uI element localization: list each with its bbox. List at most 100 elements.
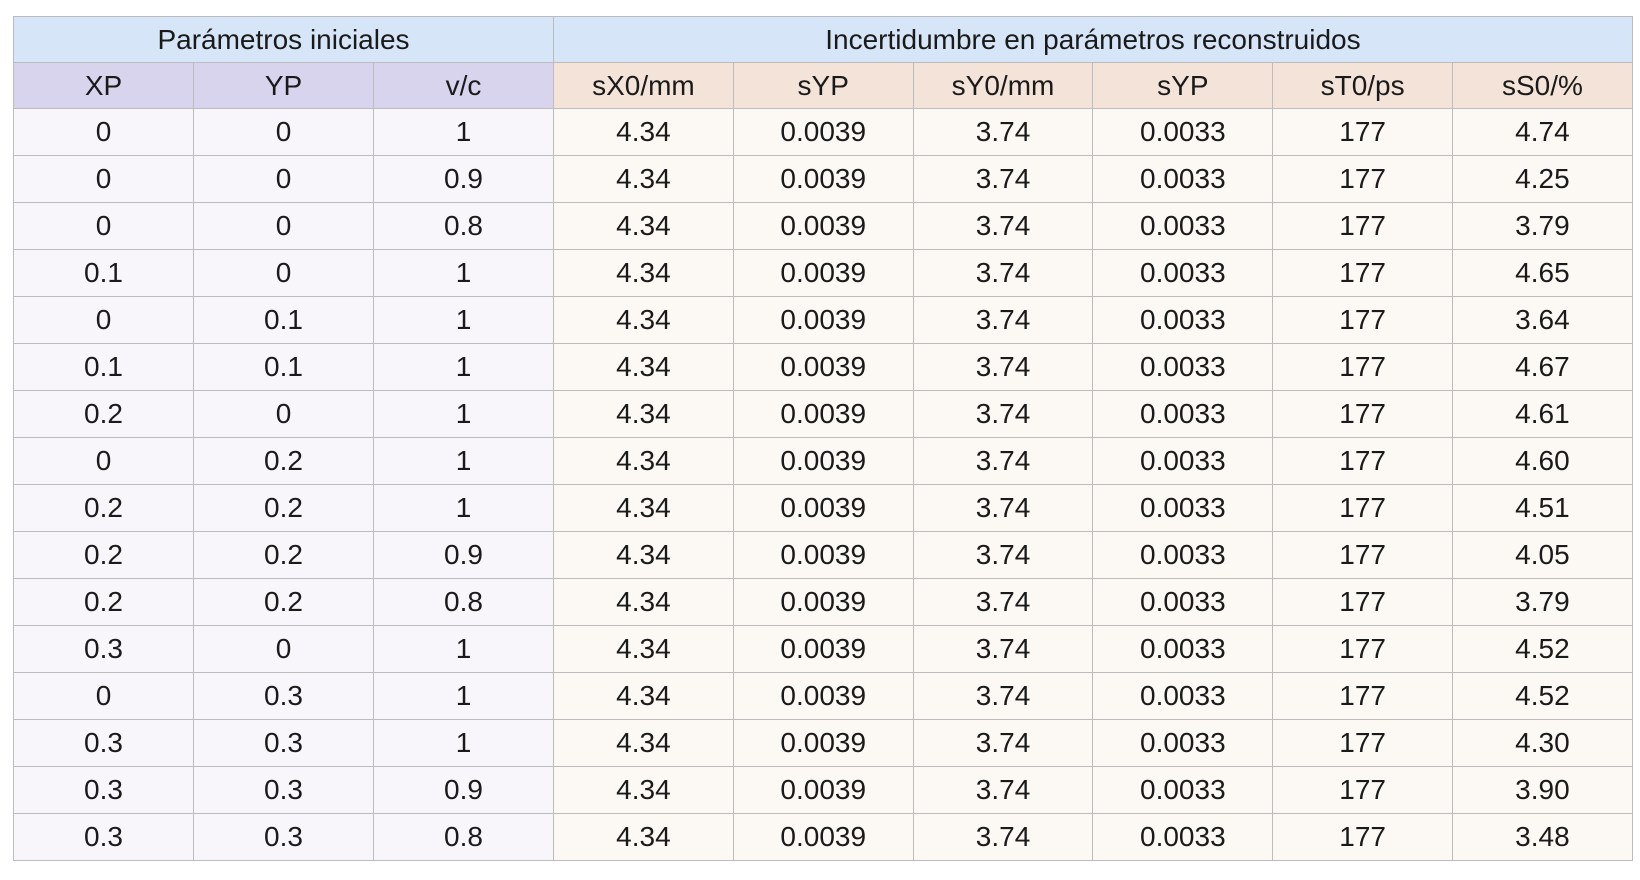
column-header-sy0: sY0/mm bbox=[912, 62, 1094, 109]
table-body: 0 0 1 4.34 0.0039 3.74 0.0033 177 4.74 0 0 0.9 4.34 0… bbox=[13, 108, 1633, 861]
cell-syp-2: 0.0033 bbox=[1092, 672, 1274, 720]
group-header-reconstructed-uncertainty: Incertidumbre en parámetros reconstruido… bbox=[553, 16, 1633, 63]
cell-yp: 0 bbox=[193, 155, 374, 203]
cell-st0: 177 bbox=[1272, 155, 1454, 203]
cell-ss0: 4.52 bbox=[1452, 672, 1633, 720]
cell-sx0: 4.34 bbox=[553, 108, 734, 156]
cell-sy0: 3.74 bbox=[912, 672, 1094, 720]
cell-ss0: 4.05 bbox=[1452, 531, 1633, 579]
cell-ss0: 4.60 bbox=[1452, 437, 1633, 485]
cell-sy0: 3.74 bbox=[912, 249, 1094, 297]
column-header-ss0: sS0/% bbox=[1452, 62, 1633, 109]
cell-syp-1: 0.0039 bbox=[732, 813, 914, 861]
cell-sx0: 4.34 bbox=[553, 719, 734, 767]
cell-sy0: 3.74 bbox=[912, 437, 1094, 485]
cell-sx0: 4.34 bbox=[553, 578, 734, 626]
cell-sx0: 4.34 bbox=[553, 672, 734, 720]
cell-vc: 1 bbox=[372, 484, 555, 532]
cell-syp-2: 0.0033 bbox=[1092, 719, 1274, 767]
column-header-syp-2: sYP bbox=[1092, 62, 1274, 109]
cell-sy0: 3.74 bbox=[912, 531, 1094, 579]
cell-syp-2: 0.0033 bbox=[1092, 155, 1274, 203]
cell-syp-1: 0.0039 bbox=[732, 578, 914, 626]
cell-st0: 177 bbox=[1272, 437, 1454, 485]
cell-vc: 0.8 bbox=[372, 813, 555, 861]
cell-syp-1: 0.0039 bbox=[732, 390, 914, 438]
column-header-st0: sT0/ps bbox=[1272, 62, 1454, 109]
cell-yp: 0 bbox=[193, 390, 374, 438]
cell-sx0: 4.34 bbox=[553, 484, 734, 532]
cell-yp: 0.3 bbox=[193, 766, 374, 814]
cell-vc: 0.9 bbox=[372, 531, 555, 579]
cell-sy0: 3.74 bbox=[912, 155, 1094, 203]
cell-syp-1: 0.0039 bbox=[732, 249, 914, 297]
cell-vc: 1 bbox=[372, 672, 555, 720]
parameters-table-container: Parámetros iniciales Incertidumbre en pa… bbox=[12, 16, 1633, 861]
cell-syp-1: 0.0039 bbox=[732, 155, 914, 203]
table-row: 0 0.1 1 4.34 0.0039 3.74 0.0033 177 3.64 bbox=[13, 296, 1633, 344]
cell-sx0: 4.34 bbox=[553, 202, 734, 250]
cell-xp: 0 bbox=[13, 672, 194, 720]
cell-xp: 0.2 bbox=[13, 484, 194, 532]
cell-syp-2: 0.0033 bbox=[1092, 531, 1274, 579]
cell-yp: 0.2 bbox=[193, 531, 374, 579]
cell-vc: 1 bbox=[372, 296, 555, 344]
cell-syp-2: 0.0033 bbox=[1092, 390, 1274, 438]
cell-syp-2: 0.0033 bbox=[1092, 343, 1274, 391]
cell-ss0: 3.79 bbox=[1452, 202, 1633, 250]
cell-syp-1: 0.0039 bbox=[732, 766, 914, 814]
cell-yp: 0.2 bbox=[193, 484, 374, 532]
cell-yp: 0 bbox=[193, 625, 374, 673]
cell-vc: 1 bbox=[372, 249, 555, 297]
table-row: 0 0 0.8 4.34 0.0039 3.74 0.0033 177 3.79 bbox=[13, 202, 1633, 250]
cell-sy0: 3.74 bbox=[912, 390, 1094, 438]
cell-yp: 0 bbox=[193, 202, 374, 250]
table-row: 0 0 0.9 4.34 0.0039 3.74 0.0033 177 4.25 bbox=[13, 155, 1633, 203]
table-row: 0.2 0.2 0.9 4.34 0.0039 3.74 0.0033 177 4.05 bbox=[13, 531, 1633, 579]
cell-syp-1: 0.0039 bbox=[732, 484, 914, 532]
table-row: 0.3 0.3 0.8 4.34 0.0039 3.74 0.0033 177 3.48 bbox=[13, 813, 1633, 861]
cell-vc: 1 bbox=[372, 625, 555, 673]
cell-vc: 1 bbox=[372, 437, 555, 485]
cell-yp: 0.3 bbox=[193, 672, 374, 720]
cell-ss0: 4.25 bbox=[1452, 155, 1633, 203]
cell-yp: 0.3 bbox=[193, 719, 374, 767]
group-header-initial-parameters: Parámetros iniciales bbox=[12, 16, 555, 63]
cell-ss0: 4.65 bbox=[1452, 249, 1633, 297]
cell-vc: 0.8 bbox=[372, 202, 555, 250]
cell-ss0: 3.64 bbox=[1452, 296, 1633, 344]
uncertainty-table: Parámetros iniciales Incertidumbre en pa… bbox=[12, 16, 1633, 861]
table-row: 0 0.3 1 4.34 0.0039 3.74 0.0033 177 4.52 bbox=[13, 672, 1633, 720]
cell-sy0: 3.74 bbox=[912, 108, 1094, 156]
cell-ss0: 4.67 bbox=[1452, 343, 1633, 391]
cell-syp-2: 0.0033 bbox=[1092, 202, 1274, 250]
cell-sy0: 3.74 bbox=[912, 343, 1094, 391]
cell-syp-1: 0.0039 bbox=[732, 672, 914, 720]
cell-st0: 177 bbox=[1272, 625, 1454, 673]
cell-sy0: 3.74 bbox=[912, 625, 1094, 673]
cell-st0: 177 bbox=[1272, 484, 1454, 532]
cell-xp: 0.2 bbox=[13, 531, 194, 579]
table-row: 0.2 0.2 0.8 4.34 0.0039 3.74 0.0033 177 3.79 bbox=[13, 578, 1633, 626]
column-header-syp-1: sYP bbox=[732, 62, 914, 109]
cell-xp: 0 bbox=[13, 155, 194, 203]
cell-syp-1: 0.0039 bbox=[732, 296, 914, 344]
cell-sx0: 4.34 bbox=[553, 296, 734, 344]
column-header-sx0: sX0/mm bbox=[553, 62, 734, 109]
table-row: 0.1 0 1 4.34 0.0039 3.74 0.0033 177 4.65 bbox=[13, 249, 1633, 297]
cell-xp: 0 bbox=[13, 296, 194, 344]
cell-sy0: 3.74 bbox=[912, 813, 1094, 861]
cell-xp: 0.2 bbox=[13, 578, 194, 626]
column-header-row: XP YP v/c sX0/mm sYP sY0/mm sYP sT0/ps s… bbox=[13, 62, 1633, 109]
cell-sy0: 3.74 bbox=[912, 766, 1094, 814]
cell-syp-1: 0.0039 bbox=[732, 108, 914, 156]
cell-sx0: 4.34 bbox=[553, 437, 734, 485]
table-row: 0.1 0.1 1 4.34 0.0039 3.74 0.0033 177 4.67 bbox=[13, 343, 1633, 391]
cell-ss0: 3.90 bbox=[1452, 766, 1633, 814]
cell-yp: 0.1 bbox=[193, 296, 374, 344]
cell-vc: 1 bbox=[372, 390, 555, 438]
cell-yp: 0 bbox=[193, 108, 374, 156]
cell-xp: 0 bbox=[13, 437, 194, 485]
cell-st0: 177 bbox=[1272, 531, 1454, 579]
cell-sy0: 3.74 bbox=[912, 719, 1094, 767]
